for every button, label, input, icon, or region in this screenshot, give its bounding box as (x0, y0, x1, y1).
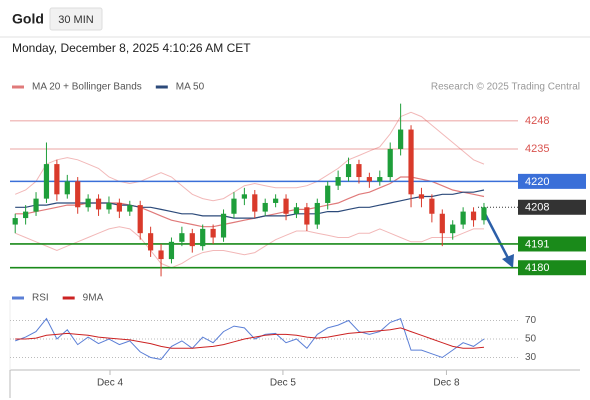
level-box (518, 199, 586, 215)
candle-body (148, 233, 154, 251)
candle-body (179, 233, 185, 242)
candle-body (314, 202, 320, 225)
timestamp: Monday, December 8, 2025 4:10:26 AM CET (12, 41, 251, 55)
candle-body (262, 202, 268, 212)
y-tick-label: 50 (525, 334, 537, 345)
rsi-line (15, 327, 485, 349)
candle-body (241, 194, 247, 199)
candle-body (470, 211, 477, 221)
candle-body (345, 164, 352, 178)
candle-body (200, 228, 206, 247)
candle-body (408, 129, 414, 195)
y-tick-label: 30 (525, 352, 537, 363)
candle-body (439, 213, 445, 234)
candle-body (220, 213, 227, 238)
candle-body (12, 218, 18, 225)
x-tick-label: Dec 4 (97, 378, 124, 389)
level-label: 4208 (525, 202, 549, 214)
level-box (518, 173, 586, 189)
level-label: 4191 (525, 238, 549, 250)
candle-body (210, 228, 216, 238)
candle-body (429, 198, 435, 214)
candle-body (304, 207, 310, 225)
candle-body (75, 181, 81, 208)
candle-body (273, 198, 279, 203)
bollinger-upper (15, 111, 485, 202)
legend-label: MA 20 + Bollinger Bands (32, 82, 142, 93)
candle-body (252, 194, 258, 212)
candle-body (450, 224, 456, 234)
rsi-line (15, 317, 485, 360)
candle-body (54, 164, 60, 195)
candle-body (387, 148, 393, 178)
candle-body (481, 207, 487, 221)
candle-body (418, 194, 425, 199)
candle-body (33, 198, 39, 212)
candle-body (106, 202, 112, 210)
candle-body (127, 205, 133, 212)
timeframe[interactable]: 30 MIN (58, 14, 94, 26)
candle-body (168, 241, 175, 260)
candle-body (137, 205, 143, 234)
level-label: 4220 (525, 176, 549, 188)
candle-body (43, 164, 50, 199)
symbol: Gold (12, 11, 44, 27)
candle-body (231, 198, 237, 214)
level-box (518, 236, 586, 252)
candle-body (64, 181, 70, 195)
candle-body (85, 198, 91, 208)
candle-body (189, 233, 195, 247)
forecast-arrow (481, 209, 514, 268)
legend-label: RSI (32, 293, 49, 304)
level-label: 4248 (525, 115, 549, 127)
legend-label: 9MA (83, 293, 104, 304)
moving-average (15, 189, 485, 219)
legend-label: MA 50 (176, 82, 205, 93)
level-label: 4235 (525, 143, 549, 155)
candle-body (283, 198, 289, 214)
candle-body (377, 177, 383, 182)
timeframe-badge[interactable] (49, 7, 103, 31)
copyright-note: Research © 2025 Trading Central (431, 82, 580, 93)
candle-body (460, 211, 466, 225)
candle-body (158, 250, 164, 260)
bollinger-lower (15, 226, 484, 269)
candle-body (23, 211, 29, 219)
candle-body (335, 177, 341, 186)
x-tick-label: Dec 5 (270, 378, 297, 389)
candle-body (293, 207, 300, 214)
candle-body (366, 177, 372, 182)
x-tick-label: Dec 8 (433, 378, 460, 389)
level-box (518, 260, 586, 276)
candle-body (116, 202, 122, 212)
candle-body (356, 164, 362, 178)
candle-body (398, 129, 404, 149)
level-label: 4180 (525, 262, 549, 274)
y-tick-label: 70 (525, 315, 537, 326)
candle-body (95, 198, 102, 210)
candle-body (325, 185, 331, 203)
